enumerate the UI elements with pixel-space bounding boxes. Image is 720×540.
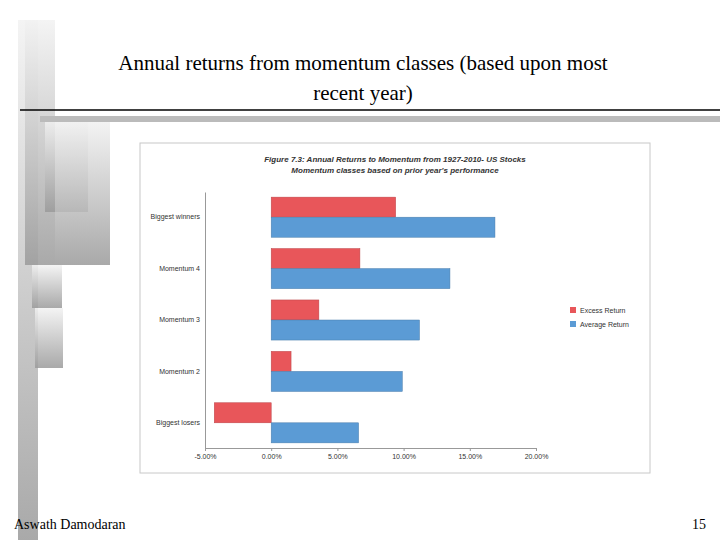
bar [271,320,419,340]
bars [214,197,495,443]
y-tick-label: Momentum 2 [159,368,200,375]
x-tick-mark [271,448,272,451]
bar [271,269,450,289]
x-tick: -5.00% [194,448,216,460]
decoration [18,20,720,540]
x-tick-mark [404,448,405,451]
y-tick-label: Momentum 4 [159,265,200,272]
bar [271,249,360,269]
y-tick-label: Biggest losers [156,419,200,427]
y-tick: Biggest losers [156,419,205,427]
y-tick: Momentum 2 [159,368,205,375]
x-tick: 10.00% [392,448,416,460]
x-tick-mark [337,448,338,451]
bar [271,423,358,443]
x-tick-mark [536,448,537,451]
x-tick: 20.00% [525,448,549,460]
x-tick-label: 0.00% [262,453,282,460]
page-number: 15 [692,517,706,532]
y-tick-label: Biggest winners [151,213,201,221]
x-tick: 5.00% [328,448,348,460]
legend-swatch [570,307,576,313]
bar [271,351,291,371]
chart-subtitle: Momentum classes based on prior year's p… [291,166,499,175]
x-tick-mark [470,448,471,451]
y-tick: Momentum 4 [159,265,205,272]
x-tick: 15.00% [458,448,482,460]
x-tick-label: -5.00% [194,453,216,460]
bar [271,300,319,320]
chart-frame [140,143,650,473]
bar [214,403,271,423]
decoration-bar [32,265,62,308]
footer: Aswath Damodaran [14,517,126,532]
decoration-bar [35,308,63,368]
slide: Annual returns from momentum classes (ba… [0,0,720,540]
y-tick-label: Momentum 3 [159,316,200,323]
legend: Excess Return Average Return [570,307,629,329]
y-tick: Momentum 3 [159,316,205,323]
x-tick-label: 5.00% [328,453,348,460]
y-tick: Biggest winners [151,213,205,221]
slide-title: Annual returns from momentum classes (ba… [118,51,607,75]
slide-title: recent year) [313,81,413,105]
legend-swatch [570,321,576,327]
chart-title: Figure 7.3: Annual Returns to Momentum f… [264,155,526,164]
y-axis-line [205,193,206,449]
bar [271,371,402,391]
title-rule [40,116,720,122]
x-tick: 0.00% [262,448,282,460]
bar [271,197,395,217]
x-axis: -5.00% 0.00% 5.00% 10.00% 15.00% 20.00% [194,448,548,460]
x-tick-label: 15.00% [458,453,482,460]
decoration-bar [55,120,110,265]
x-axis-line [206,449,537,452]
legend-label: Excess Return [580,307,626,314]
y-axis: Biggest winners Momentum 4 Momentum 3 Momen… [151,193,206,449]
x-tick-label: 10.00% [392,453,416,460]
title-rule [20,109,720,111]
legend-label: Average Return [580,321,629,329]
bar [271,217,495,237]
x-tick-label: 20.00% [525,453,549,460]
